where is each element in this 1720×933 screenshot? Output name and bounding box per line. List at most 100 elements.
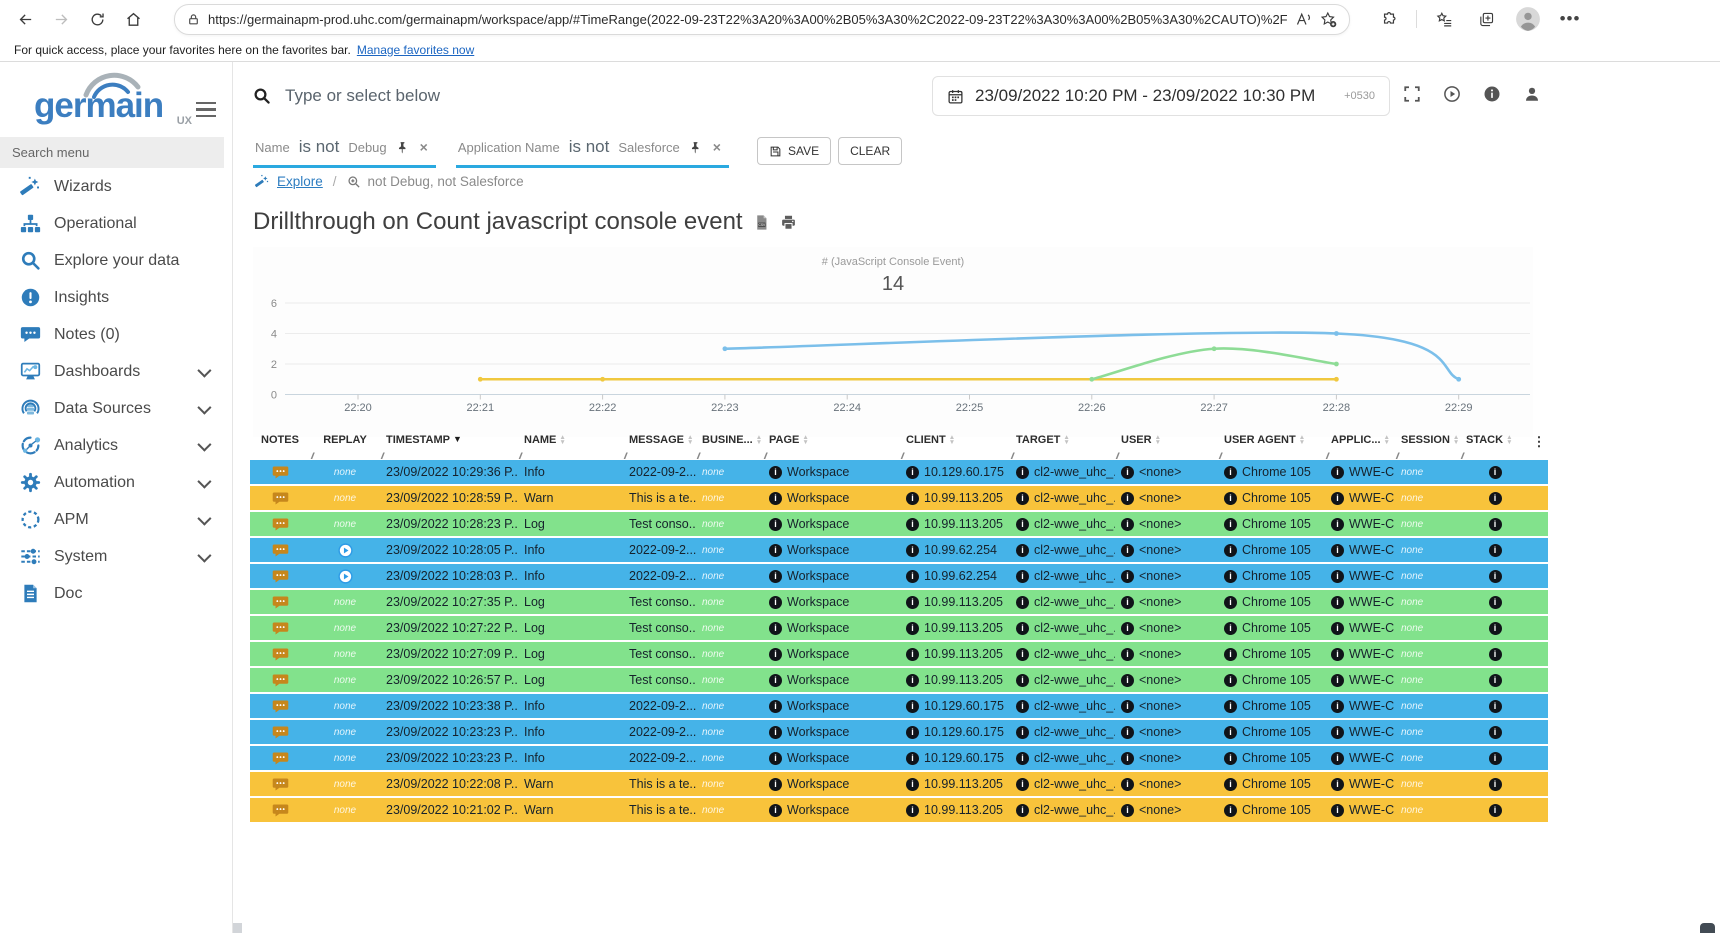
home-icon[interactable] xyxy=(118,4,148,34)
note-icon[interactable] xyxy=(272,542,289,559)
info-icon[interactable]: i xyxy=(1016,543,1029,557)
info-icon[interactable]: i xyxy=(1121,595,1134,609)
manage-favorites-link[interactable]: Manage favorites now xyxy=(356,42,475,57)
sidebar-item-explore-your-data[interactable]: Explore your data xyxy=(0,242,232,279)
info-icon[interactable]: i xyxy=(1224,725,1237,739)
chevron-down-icon[interactable] xyxy=(197,548,212,563)
info-icon[interactable]: i xyxy=(1121,751,1134,765)
column-header-message[interactable]: MESSAGE ▲ ▼ // xyxy=(623,430,696,461)
info-icon[interactable]: i xyxy=(1121,673,1134,687)
pin-icon[interactable] xyxy=(396,141,409,154)
column-resize-handle[interactable]: // xyxy=(1011,451,1014,461)
info-icon[interactable]: i xyxy=(1016,647,1029,661)
column-resize-handle[interactable]: // xyxy=(381,451,384,461)
info-icon[interactable]: i xyxy=(1016,751,1029,765)
table-row-log[interactable]: none 23/09/2022 10:26:57 P... Log Test cons… xyxy=(250,668,1548,692)
column-header-notes[interactable]: NOTES xyxy=(250,430,310,460)
info-icon[interactable]: i xyxy=(1331,777,1344,791)
info-icon[interactable]: i xyxy=(1331,803,1344,817)
info-icon[interactable]: i xyxy=(906,595,919,609)
refresh-icon[interactable] xyxy=(82,4,112,34)
chevron-down-icon[interactable] xyxy=(197,474,212,489)
column-resize-handle[interactable]: // xyxy=(1461,451,1464,461)
table-row-info[interactable]: none 23/09/2022 10:23:23 P... Info 2022-09-… xyxy=(250,746,1548,770)
table-row-warn[interactable]: none 23/09/2022 10:22:08 P... Warn This is … xyxy=(250,772,1548,796)
note-icon[interactable] xyxy=(272,594,289,611)
print-icon[interactable] xyxy=(780,214,797,231)
note-icon[interactable] xyxy=(272,698,289,715)
info-icon[interactable]: i xyxy=(906,517,919,531)
column-header-session[interactable]: SESSION ▲ ▼ // xyxy=(1395,430,1460,461)
export-csv-icon[interactable]: CSV xyxy=(753,214,770,231)
forward-icon[interactable] xyxy=(46,4,76,34)
info-icon[interactable]: i xyxy=(1121,777,1134,791)
info-icon[interactable]: i xyxy=(769,491,782,505)
info-icon[interactable]: i xyxy=(769,647,782,661)
table-menu-button[interactable]: ⋮ xyxy=(1532,434,1546,449)
address-bar[interactable]: https://germainapm-prod.uhc.com/germaina… xyxy=(174,3,1350,35)
table-row-log[interactable]: none 23/09/2022 10:27:22 P... Log Test cons… xyxy=(250,616,1548,640)
url-text[interactable]: https://germainapm-prod.uhc.com/germaina… xyxy=(208,11,1287,27)
column-resize-handle[interactable]: // xyxy=(1219,451,1222,461)
sidebar-item-insights[interactable]: Insights xyxy=(0,279,232,316)
chart-plot[interactable]: 0 2 4 6 22:20 22:21 22:22 22:23 22:24 22:25 22:26 2… xyxy=(253,295,1533,427)
info-icon[interactable]: i xyxy=(1016,465,1029,479)
sort-icon[interactable]: ▲ ▼ xyxy=(802,434,809,446)
info-icon[interactable]: i xyxy=(1016,673,1029,687)
info-icon[interactable]: i xyxy=(1224,621,1237,635)
info-icon[interactable]: i xyxy=(1016,725,1029,739)
info-icon[interactable]: i xyxy=(1488,699,1502,713)
info-icon[interactable]: i xyxy=(769,699,782,713)
info-icon[interactable]: i xyxy=(1331,465,1344,479)
info-icon[interactable]: i xyxy=(1331,751,1344,765)
info-icon[interactable]: i xyxy=(1331,673,1344,687)
chevron-down-icon[interactable] xyxy=(197,400,212,415)
column-header-name[interactable]: NAME ▲ ▼ // xyxy=(518,430,623,461)
info-icon[interactable]: i xyxy=(1224,699,1237,713)
note-icon[interactable] xyxy=(272,464,289,481)
info-icon[interactable]: i xyxy=(1224,777,1237,791)
sort-icon[interactable]: ▲ ▼ xyxy=(1154,434,1161,446)
info-icon[interactable]: i xyxy=(906,751,919,765)
column-resize-handle[interactable]: // xyxy=(764,451,767,461)
favorites-icon[interactable] xyxy=(1429,4,1459,34)
info-icon[interactable]: i xyxy=(1488,517,1502,531)
sidebar-search-input[interactable] xyxy=(0,137,224,168)
data-point-info[interactable] xyxy=(722,346,728,352)
clear-button[interactable]: CLEAR xyxy=(838,137,903,165)
column-resize-handle[interactable]: // xyxy=(1326,451,1329,461)
sort-desc-icon[interactable]: ▼ xyxy=(452,434,462,444)
info-icon[interactable]: i xyxy=(1331,517,1344,531)
info-icon[interactable]: i xyxy=(769,777,782,791)
pin-icon[interactable] xyxy=(689,141,702,154)
info-icon[interactable]: i xyxy=(906,699,919,713)
info-icon[interactable]: i xyxy=(1488,543,1502,557)
table-row-info[interactable]: none 23/09/2022 10:23:38 P... Info 2022-09-… xyxy=(250,694,1548,718)
info-icon[interactable]: i xyxy=(1331,621,1344,635)
sidebar-item-doc[interactable]: Doc xyxy=(0,575,232,612)
info-icon[interactable]: i xyxy=(769,595,782,609)
info-icon[interactable]: i xyxy=(906,725,919,739)
info-icon[interactable]: i xyxy=(1488,595,1502,609)
sort-icon[interactable]: ▲ ▼ xyxy=(1506,434,1513,446)
info-icon[interactable]: i xyxy=(1224,465,1237,479)
add-favorite-star-icon[interactable] xyxy=(1320,11,1337,28)
info-icon[interactable]: i xyxy=(1121,725,1134,739)
info-icon[interactable]: i xyxy=(1331,647,1344,661)
note-icon[interactable] xyxy=(272,724,289,741)
info-icon[interactable]: i xyxy=(1488,465,1502,479)
column-header-user-agent[interactable]: USER AGENT ▲ ▼ // xyxy=(1218,430,1325,461)
sidebar-toggle-icon[interactable] xyxy=(194,96,218,123)
table-row-log[interactable]: none 23/09/2022 10:27:09 P... Log Test cons… xyxy=(250,642,1548,666)
info-icon[interactable]: i xyxy=(1488,803,1502,817)
profile-avatar[interactable] xyxy=(1513,4,1543,34)
column-header-busine[interactable]: BUSINE... ▲ ▼ // xyxy=(696,430,763,461)
sort-icon[interactable]: ▲ ▼ xyxy=(559,434,566,446)
info-icon[interactable]: i xyxy=(1488,569,1502,583)
sort-icon[interactable]: ▲ ▼ xyxy=(1063,434,1070,446)
info-icon[interactable]: i xyxy=(1331,699,1344,713)
table-row-info[interactable]: 23/09/2022 10:28:03 P... Info 2022-09-2...… xyxy=(250,564,1548,588)
info-icon[interactable]: i xyxy=(906,803,919,817)
sidebar-item-wizards[interactable]: Wizards xyxy=(0,168,232,205)
table-row-log[interactable]: none 23/09/2022 10:28:23 P... Log Test cons… xyxy=(250,512,1548,536)
